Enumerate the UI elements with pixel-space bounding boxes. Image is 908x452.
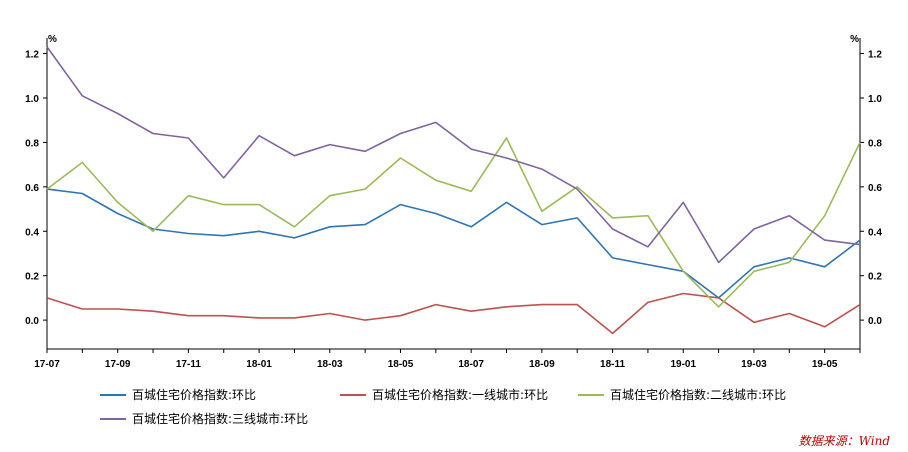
legend-item-tier2: 百城住宅价格指数:二线城市:环比 <box>578 386 786 403</box>
legend-swatch-tier1 <box>340 393 366 396</box>
y-tick-label-left: 0.4 <box>25 227 39 238</box>
x-tick-label: 17-11 <box>176 359 201 370</box>
y-tick-label-right: 1.0 <box>868 94 882 105</box>
legend-swatch-tier2 <box>578 393 604 396</box>
legend-swatch-all <box>100 393 126 396</box>
series-line-2 <box>46 292 861 335</box>
y-tick-label-left: 0.0 <box>25 316 39 327</box>
series-line-3 <box>46 137 861 308</box>
y-tick-label-right: 0.2 <box>868 272 882 283</box>
legend-item-all: 百城住宅价格指数:环比 <box>100 386 256 403</box>
y-tick-label-right: 0.8 <box>868 138 882 149</box>
legend-label-all: 百城住宅价格指数:环比 <box>132 388 257 402</box>
x-tick-label: 18-07 <box>458 359 484 370</box>
series-group <box>46 46 861 335</box>
legend-label-tier1: 百城住宅价格指数:一线城市:环比 <box>372 388 549 402</box>
x-tick-label: 18-01 <box>246 359 272 370</box>
x-tick-label: 19-05 <box>812 359 838 370</box>
x-tick-label: 19-03 <box>741 359 767 370</box>
x-tick-label: 17-07 <box>34 359 60 370</box>
y-tick-label-left: 1.2 <box>25 50 39 61</box>
series-line-4 <box>46 46 861 264</box>
legend-label-tier3: 百城住宅价格指数:三线城市:环比 <box>132 412 309 426</box>
x-tick-label: 18-03 <box>317 359 343 370</box>
y-tick-label-right: 0.4 <box>868 227 882 238</box>
x-tick-label: 18-11 <box>600 359 625 370</box>
axes: % % 1.2 1.2 1.0 1.0 0.8 0.8 0.6 0.6 0.4 0.4 0.2 0.2 0.… <box>25 34 882 370</box>
series-line-1 <box>46 188 861 299</box>
y-tick-label-left: 0.8 <box>25 138 39 149</box>
x-tick-label: 19-01 <box>670 359 696 370</box>
legend-label-tier2: 百城住宅价格指数:二线城市:环比 <box>610 388 787 402</box>
y-unit-left: % <box>48 34 57 45</box>
y-unit-right: % <box>850 34 859 45</box>
y-tick-label-right: 1.2 <box>868 50 882 61</box>
legend-swatch-tier3 <box>100 417 126 420</box>
y-tick-label-left: 1.0 <box>25 94 39 105</box>
data-source-note: 数据来源：Wind <box>798 434 890 448</box>
y-tick-label-right: 0.0 <box>868 316 882 327</box>
x-tick-label: 17-09 <box>105 359 131 370</box>
legend-item-tier1: 百城住宅价格指数:一线城市:环比 <box>340 386 548 403</box>
x-tick-label: 18-09 <box>529 359 555 370</box>
y-tick-label-left: 0.2 <box>25 272 39 283</box>
x-tick-label: 18-05 <box>388 359 414 370</box>
y-tick-label-left: 0.6 <box>25 183 39 194</box>
y-tick-label-right: 0.6 <box>868 183 882 194</box>
legend-item-tier3: 百城住宅价格指数:三线城市:环比 <box>100 410 308 427</box>
